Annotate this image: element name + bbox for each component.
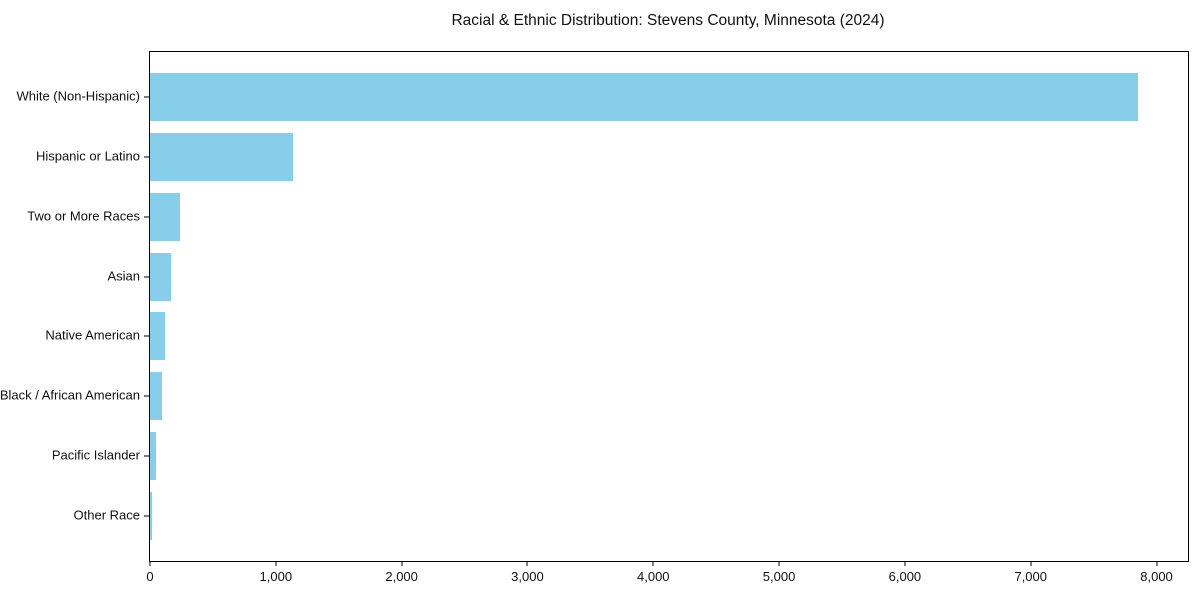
bar-two-or-more-races [150, 192, 181, 241]
y-axis-label-white-non-hispanic: White (Non-Hispanic) [16, 88, 140, 104]
bar-hispanic-or-latino [150, 132, 294, 181]
x-axis-tick-label: 1,000 [259, 569, 293, 584]
bar-row-two-or-more-races [150, 187, 1188, 247]
bar-asian [150, 252, 172, 301]
bar-black-african-american [150, 372, 162, 421]
bar-pacific-islander [150, 432, 156, 481]
bar-row-white-non-hispanic [150, 67, 1188, 127]
bar-row-black-african-american [150, 366, 1188, 426]
bar-row-pacific-islander [150, 426, 1188, 486]
y-axis-label-two-or-more-races: Two or More Races [27, 208, 140, 224]
y-axis-tick [144, 96, 149, 98]
bar-row-asian [150, 247, 1188, 307]
bar-row-hispanic-or-latino [150, 127, 1188, 187]
y-axis-label-pacific-islander: Pacific Islander [51, 447, 140, 463]
bar-native-american [150, 312, 166, 361]
x-axis-tick-label: 6,000 [888, 569, 922, 584]
x-axis-tick [1156, 561, 1158, 566]
x-axis-tick-label: 5,000 [762, 569, 796, 584]
y-axis-tick [144, 335, 149, 337]
x-axis-tick [1030, 561, 1032, 566]
x-axis-tick-label: 7,000 [1014, 569, 1047, 584]
bar-row-other-race [150, 486, 1188, 546]
plot-area: 0 1,000 2,000 3,000 4,000 5,000 6,000 7,000 8,00… [144, 51, 1189, 584]
y-axis-tick [144, 455, 149, 457]
y-axis-labels: White (Non-Hispanic) Hispanic or Latino Tw… [0, 51, 140, 560]
y-axis-label-other-race: Other Race [73, 507, 140, 523]
x-axis-tick [904, 561, 906, 566]
y-axis-tick [144, 276, 149, 278]
y-axis-tick [144, 515, 149, 517]
x-axis-tick [778, 561, 780, 566]
x-axis-tick-label: 3,000 [511, 569, 544, 584]
x-axis-tick-label: 0 [146, 569, 154, 584]
y-axis-label-asian: Asian [107, 268, 140, 284]
x-axis-tick [275, 561, 277, 566]
bar-other-race [150, 492, 152, 540]
x-axis-tick [526, 561, 528, 566]
x-axis-tick-label: 4,000 [636, 569, 670, 584]
bars-container [150, 52, 1188, 561]
bar-white-non-hispanic [150, 72, 1138, 121]
x-axis-tick [652, 561, 654, 566]
y-axis-label-black-african-american: Black / African American [0, 387, 140, 403]
bar-row-native-american [150, 307, 1188, 367]
x-axis-tick-label: 2,000 [385, 569, 418, 584]
chart-title: Racial & Ethnic Distribution: Stevens Co… [451, 12, 885, 29]
y-axis-tick [144, 216, 149, 218]
y-axis-label-hispanic-or-latino: Hispanic or Latino [35, 148, 140, 164]
y-axis-label-native-american: Native American [45, 327, 140, 343]
x-axis-tick [149, 561, 151, 566]
y-axis-tick [144, 395, 149, 397]
x-axis-tick [401, 561, 403, 566]
x-axis-tick-label: 8,000 [1140, 569, 1173, 584]
y-axis-tick [144, 156, 149, 158]
